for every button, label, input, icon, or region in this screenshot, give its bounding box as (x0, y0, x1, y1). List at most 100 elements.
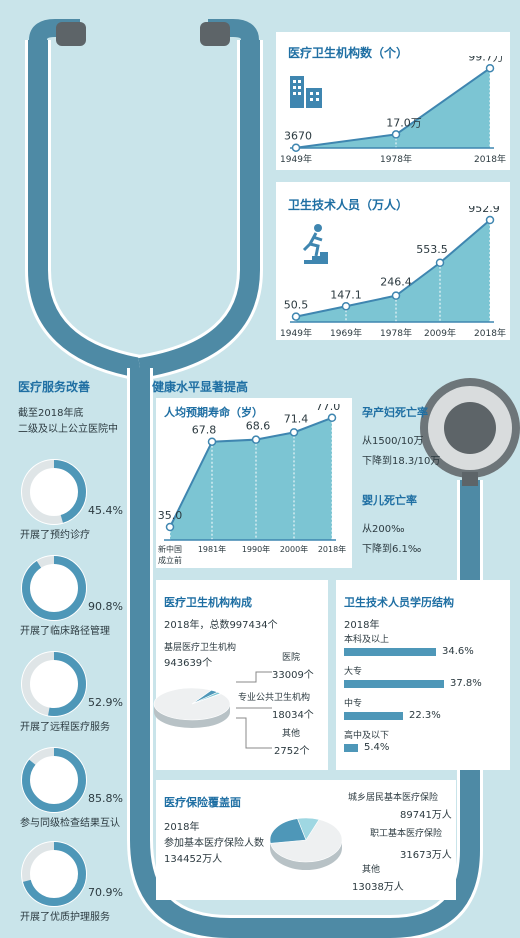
staff-x-tick-4: 2018年 (474, 327, 506, 339)
life-point-0 (165, 522, 175, 532)
education-value-2: 22.3% (409, 710, 441, 721)
service-donut-arc-2 (22, 652, 86, 716)
institutions-point-0 (291, 143, 301, 152)
service-pct-4: 70.9% (88, 886, 123, 899)
maternal-title: 孕产妇死亡率 (362, 406, 428, 419)
hospital-value: 33009个 (272, 670, 314, 681)
staff-point-3 (435, 258, 445, 268)
service-donut-arc-3 (22, 748, 86, 812)
life-x-tick-4: 2018年 (318, 544, 346, 554)
institutions-x-tick-0: 1949年 (280, 153, 312, 165)
institutions-area (296, 68, 490, 148)
life-point-1 (207, 437, 217, 446)
maternal-to: 下降到18.3/10万 (362, 456, 441, 467)
stethoscope-main-tube (130, 368, 480, 938)
education-year: 2018年 (344, 620, 380, 631)
education-bar-1 (344, 680, 444, 688)
composition-leaders (236, 671, 272, 749)
institutions-value-label-2: 99.7万 (468, 56, 504, 63)
staff-value-label-2: 246.4 (380, 276, 412, 289)
maternal-from: 从1500/10万 (362, 436, 424, 447)
education-category-0: 本科及以上 (344, 635, 390, 645)
institutions-value-label-1: 17.0万 (386, 116, 422, 129)
institutions-x-tick-1: 1978年 (380, 153, 412, 165)
service-donut-bg-4 (21, 841, 87, 907)
service-donut-arc-4 (22, 842, 86, 906)
education-value-1: 37.8% (450, 678, 482, 689)
education-value-0: 34.6% (442, 646, 474, 657)
education-category-2: 中专 (344, 699, 363, 709)
service-donut-1 (21, 555, 87, 621)
insurance-title: 医疗保险覆盖面 (164, 796, 241, 809)
service-donut-bg-0 (21, 459, 87, 525)
staff-value-label-3: 553.5 (416, 243, 448, 256)
service-donut-4 (21, 841, 87, 907)
insurance-a-value: 89741万人 (400, 810, 452, 821)
service-pct-2: 52.9% (88, 696, 123, 709)
staff-point-0 (291, 312, 301, 321)
institutions-title: 医疗卫生机构数（个） (288, 46, 409, 60)
staff-title: 卫生技术人员（万人） (288, 198, 409, 212)
insurance-b-value: 31673万人 (400, 850, 452, 861)
institutions-point-1 (391, 130, 401, 139)
service-label-3: 参与同级检查结果互认 (20, 818, 120, 829)
insurance-b-label: 职工基本医疗保险 (370, 829, 443, 839)
other-label: 其他 (282, 729, 301, 739)
staff-x-tick-2: 1978年 (380, 327, 412, 339)
service-label-4: 开展了优质护理服务 (20, 912, 110, 923)
services-title: 医疗服务改善 (18, 380, 91, 394)
service-donut-2 (21, 651, 87, 717)
services-intro-2: 二级及以上公立医院中 (18, 424, 118, 435)
composition-pie (153, 687, 231, 728)
institutions-x-tick-2: 2018年 (474, 153, 506, 165)
life-title: 人均预期寿命（岁） (164, 406, 263, 419)
staff-x-tick-3: 2009年 (424, 327, 456, 339)
education-value-3: 5.4% (364, 742, 390, 753)
stethoscope-right-tube (138, 40, 260, 378)
education-category-1: 大专 (344, 667, 363, 677)
service-donut-bg-1 (21, 555, 87, 621)
insurance-line-3: 134452万人 (164, 854, 223, 865)
education-bar-0 (344, 648, 436, 656)
insurance-pie-slice-1 (269, 818, 307, 844)
staff-chart: 50.5 147.1 246.4 553.5 952.9 1949年 1969年 1978年 2… (280, 206, 506, 339)
stethoscope-left-tube (28, 40, 142, 378)
life-x-tick-0-line2: 成立前 (158, 555, 182, 565)
staff-area (296, 220, 490, 322)
life-value-label-0: 35.0 (158, 509, 183, 522)
hospital-label: 医院 (282, 653, 301, 663)
insurance-line-2: 参加基本医疗保险人数 (164, 838, 264, 849)
infant-to: 下降到6.1‰ (362, 544, 422, 555)
composition-subtitle: 2018年，总数997434个 (164, 620, 278, 631)
life-x-tick-2: 1990年 (242, 544, 270, 554)
life-x-tick-0: 新中国 (158, 544, 182, 554)
life-point-3 (289, 428, 299, 437)
service-donut-arc-0 (22, 460, 86, 524)
service-donut-3 (21, 747, 87, 813)
staff-x-tick-0: 1949年 (280, 327, 312, 339)
life-point-2 (251, 435, 261, 444)
service-donut-arc-1 (22, 556, 86, 620)
staff-point-1 (341, 302, 351, 311)
service-donut-0 (21, 459, 87, 525)
life-area (170, 417, 332, 540)
services-intro-1: 截至2018年底 (18, 408, 84, 419)
staff-point-4 (485, 215, 495, 225)
education-panel (336, 580, 510, 770)
earpiece-right-icon (200, 22, 230, 46)
service-pct-3: 85.8% (88, 792, 123, 805)
composition-title: 医疗卫生机构构成 (164, 596, 252, 609)
staff-x-tick-1: 1969年 (330, 327, 362, 339)
education-category-3: 高中及以下 (344, 731, 390, 741)
life-value-label-1: 67.8 (192, 424, 217, 437)
service-label-0: 开展了预约诊疗 (20, 530, 90, 541)
insurance-pie-slice-0 (270, 819, 343, 863)
public-value: 18034个 (272, 710, 314, 721)
composition-panel (156, 580, 328, 770)
primary-label: 基层医疗卫生机构 (164, 643, 237, 653)
life-value-label-3: 71.4 (284, 412, 309, 425)
institutions-chart: 3670 17.0万 99.7万 1949年 1978年 2018年 (280, 56, 506, 165)
staff-value-label-1: 147.1 (330, 288, 362, 301)
